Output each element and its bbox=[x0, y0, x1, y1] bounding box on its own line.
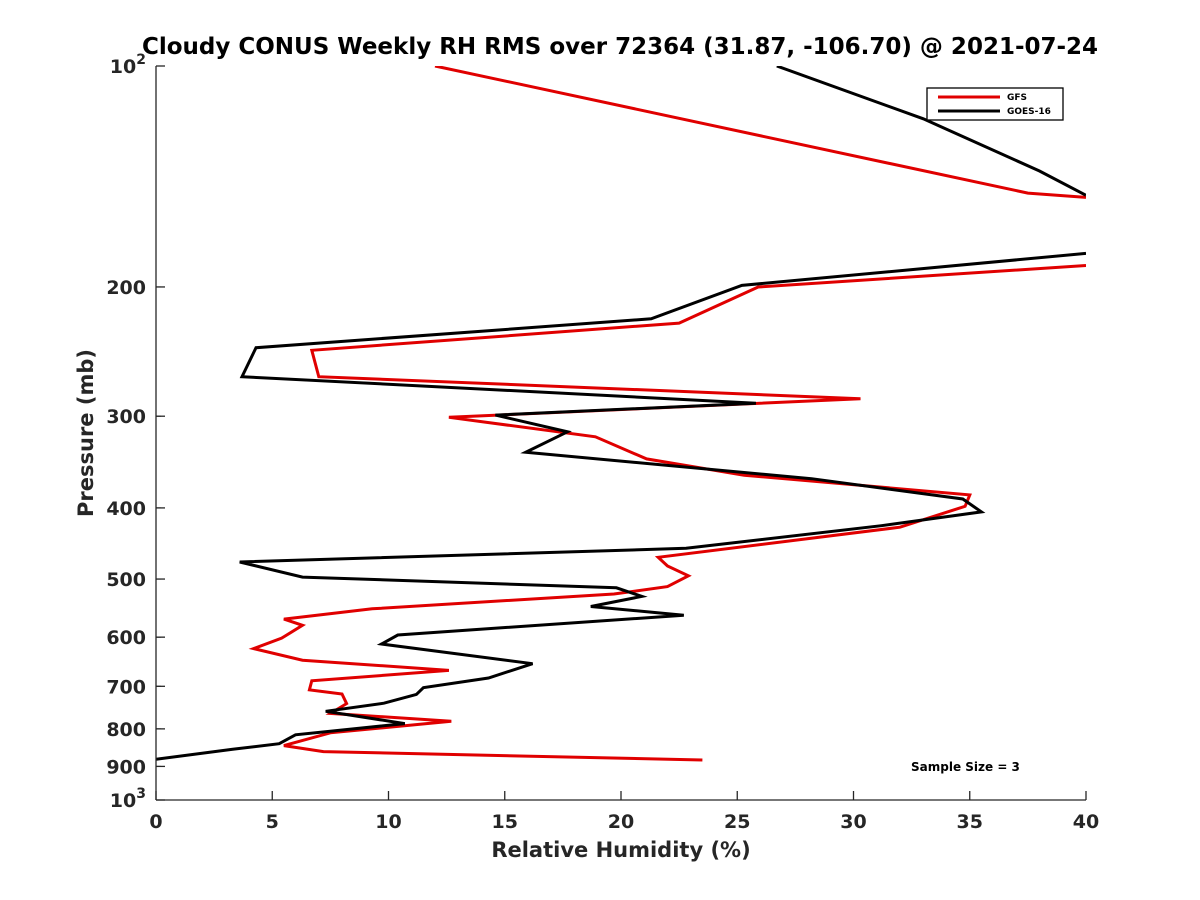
y-tick-label: 800 bbox=[106, 719, 146, 741]
y-tick-label: 300 bbox=[106, 406, 146, 428]
y-tick-label: 200 bbox=[106, 277, 146, 299]
y-tick-label: 400 bbox=[106, 498, 146, 520]
chart-title: Cloudy CONUS Weekly RH RMS over 72364 (3… bbox=[142, 34, 1098, 60]
legend-label: GOES-16 bbox=[1007, 107, 1051, 117]
x-axis-label: Relative Humidity (%) bbox=[491, 838, 750, 862]
legend-box bbox=[926, 87, 1064, 121]
x-tick-label: 40 bbox=[1073, 811, 1099, 833]
x-tick-label: 15 bbox=[492, 811, 518, 833]
y-tick-label: 103 bbox=[110, 786, 146, 812]
series-line-gfs bbox=[248, 66, 1086, 762]
x-tick-label: 10 bbox=[375, 811, 401, 833]
series-layer bbox=[156, 66, 1086, 762]
x-tick-label: 5 bbox=[266, 811, 279, 833]
y-tick-base: 10 bbox=[110, 790, 136, 812]
x-tick-label: 35 bbox=[957, 811, 983, 833]
legend-label: GFS bbox=[1007, 93, 1027, 103]
x-tick-label: 0 bbox=[149, 811, 162, 833]
y-tick-exponent: 3 bbox=[136, 786, 146, 802]
legend: GFS GOES-16 bbox=[926, 87, 1064, 121]
x-tick-label: 30 bbox=[840, 811, 866, 833]
y-tick-label: 900 bbox=[106, 756, 146, 778]
y-tick-label: 500 bbox=[106, 569, 146, 591]
y-tick-label: 102 bbox=[110, 52, 146, 78]
x-tick-label: 20 bbox=[608, 811, 634, 833]
sample-size-annotation: Sample Size = 3 bbox=[911, 760, 1020, 774]
y-tick-label: 600 bbox=[106, 627, 146, 649]
y-tick-exponent: 2 bbox=[136, 52, 146, 68]
x-tick-label: 25 bbox=[724, 811, 750, 833]
y-axis-label: Pressure (mb) bbox=[74, 349, 98, 517]
x-axis-ticks: 0 5 10 15 20 25 30 35 40 bbox=[149, 791, 1099, 833]
y-tick-base: 10 bbox=[110, 56, 136, 78]
series-line-goes-16 bbox=[156, 66, 1086, 761]
y-tick-label: 700 bbox=[106, 676, 146, 698]
